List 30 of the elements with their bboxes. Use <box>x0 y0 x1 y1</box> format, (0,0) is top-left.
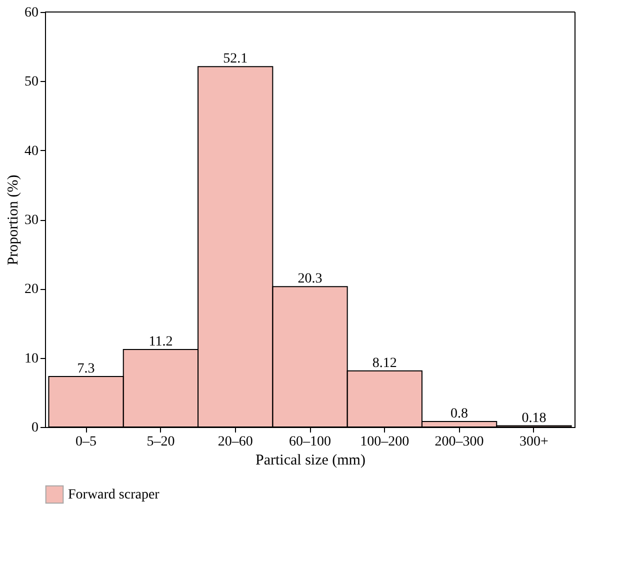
x-tick-label: 300+ <box>519 434 548 450</box>
bar <box>48 376 124 428</box>
x-tick-label: 0–5 <box>76 434 97 450</box>
data-label: 8.12 <box>372 356 397 371</box>
x-tick-label: 200–300 <box>434 434 484 450</box>
legend-label: Forward scraper <box>68 488 160 502</box>
x-tick-label: 60–100 <box>289 434 331 450</box>
data-label: 52.1 <box>223 52 248 67</box>
bar <box>346 370 422 428</box>
x-tick-label: 20–60 <box>218 434 253 450</box>
y-tick-label: 0 <box>32 420 38 436</box>
data-label: 0.18 <box>522 410 546 426</box>
y-tick-label: 10 <box>24 351 38 366</box>
y-axis-title: Proportion (%) <box>6 174 22 266</box>
y-tick-label: 50 <box>24 74 38 90</box>
bar <box>198 66 274 428</box>
data-label: 11.2 <box>148 334 173 350</box>
y-tick-label: 30 <box>24 213 38 228</box>
data-label: 20.3 <box>298 272 322 287</box>
y-tick-label: 40 <box>24 144 38 159</box>
y-tick-label: 20 <box>24 282 38 298</box>
bar <box>122 349 199 428</box>
x-tick-label: 5–20 <box>146 434 175 450</box>
data-label: 7.3 <box>77 362 95 377</box>
x-tick-label: 100–200 <box>360 434 410 450</box>
x-axis-title: Partical size (mm) <box>256 452 366 468</box>
bar <box>421 420 498 428</box>
data-label: 0.8 <box>450 406 468 422</box>
bar <box>272 286 348 428</box>
y-tick-label: 60 <box>24 6 38 20</box>
